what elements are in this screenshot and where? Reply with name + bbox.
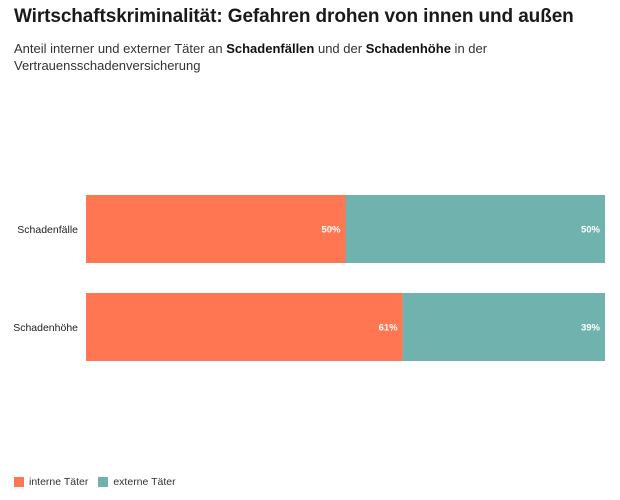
legend: interne Täter externe Täter: [14, 476, 176, 488]
legend-label-extern: externe Täter: [113, 476, 176, 488]
bar-value-label: 50%: [321, 225, 341, 236]
category-label: Schadenfälle: [17, 224, 78, 236]
subtitle-emphasis-amount: Schadenhöhe: [365, 41, 451, 56]
legend-label-intern: interne Täter: [29, 476, 89, 488]
bar-segment: [86, 293, 403, 361]
category-label: Schadenhöhe: [13, 322, 78, 334]
bar-value-label: 39%: [581, 323, 601, 334]
bar-segment: [345, 195, 605, 263]
chart-subtitle: Anteil interner und externer Täter an Sc…: [14, 40, 574, 74]
bar-segment: [402, 293, 605, 361]
subtitle-emphasis-cases: Schadenfällen: [226, 41, 315, 56]
bar-segment: [86, 195, 346, 263]
legend-swatch-extern: [98, 477, 109, 487]
chart-title: Wirtschaftskriminalität: Gefahren drohen…: [14, 6, 574, 27]
subtitle-text-3: in der Vertrauensschadenversicherung: [14, 41, 488, 73]
bar-value-label: 61%: [379, 323, 399, 334]
subtitle-text-2: und der: [314, 41, 366, 56]
bar-value-label: 50%: [581, 225, 601, 236]
legend-item-extern: externe Täter: [98, 476, 176, 488]
legend-item-intern: interne Täter: [14, 476, 88, 488]
subtitle-text-1: Anteil interner und externer Täter an: [14, 41, 227, 56]
legend-swatch-intern: [14, 477, 24, 487]
